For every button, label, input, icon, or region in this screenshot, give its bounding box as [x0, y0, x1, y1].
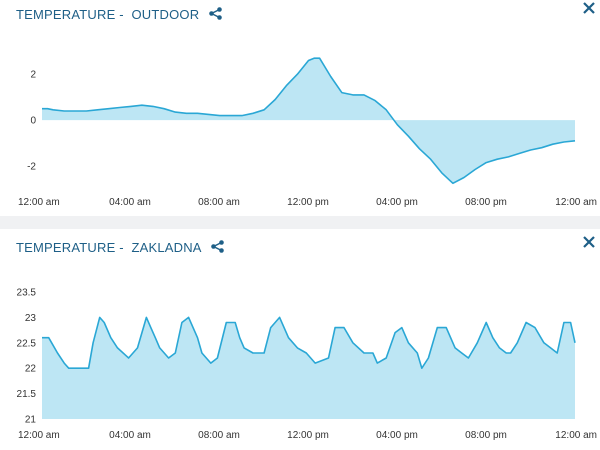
close-icon[interactable]	[582, 235, 596, 249]
panel-title-label: TEMPERATURE -	[16, 7, 124, 22]
share-icon[interactable]	[210, 240, 224, 253]
series-line	[42, 57, 576, 185]
y-tick-label: 0	[30, 116, 36, 127]
panel-title-name: OUTDOOR	[131, 7, 200, 22]
outdoor-temperature-panel: TEMPERATURE - OUTDOOR 2 0 -2 12:00 am 04:00 …	[0, 0, 600, 216]
panel-title-label: TEMPERATURE -	[16, 240, 124, 255]
x-tick-label: 08:00 pm	[465, 197, 507, 208]
panel-title-name: ZAKLADNA	[131, 240, 201, 255]
zakladna-temperature-panel: TEMPERATURE - ZAKLADNA 23.5 23 22.5 22 21.5 2…	[0, 229, 600, 450]
x-tick-label: 12:00 am	[555, 197, 597, 208]
series-area	[42, 317, 575, 419]
x-tick-label: 12:00 pm	[287, 197, 329, 208]
panel-title: TEMPERATURE - OUTDOOR	[16, 7, 222, 22]
x-tick-label: 08:00 am	[198, 197, 240, 208]
x-tick-label: 04:00 am	[109, 430, 151, 441]
x-tick-label: 04:00 pm	[376, 197, 418, 208]
panel-title: TEMPERATURE - ZAKLADNA	[16, 240, 224, 255]
close-icon[interactable]	[582, 1, 596, 15]
x-tick-label: 04:00 am	[109, 197, 151, 208]
series-area	[42, 58, 575, 184]
x-tick-label: 08:00 am	[198, 430, 240, 441]
zakladna-temperature-chart: 23.5 23 22.5 22 21.5 21 12:00 am 04:00 am 08:00 …	[17, 288, 597, 442]
x-tick-label: 12:00 am	[555, 430, 597, 441]
y-tick-label: 21	[25, 415, 37, 426]
y-tick-label: 23.5	[17, 288, 37, 299]
y-tick-label: 2	[30, 70, 36, 81]
series-line	[42, 316, 576, 369]
y-tick-label: 22.5	[17, 338, 37, 349]
x-tick-label: 04:00 pm	[376, 430, 418, 441]
x-tick-label: 12:00 am	[18, 197, 60, 208]
x-tick-label: 08:00 pm	[465, 430, 507, 441]
x-tick-label: 12:00 pm	[287, 430, 329, 441]
x-tick-label: 12:00 am	[18, 430, 60, 441]
y-tick-label: 22	[25, 364, 37, 375]
outdoor-temperature-chart: 2 0 -2 12:00 am 04:00 am 08:00 am 12:00 pm 04:0…	[18, 57, 597, 208]
share-icon[interactable]	[209, 7, 222, 20]
y-tick-label: -2	[27, 162, 36, 173]
y-tick-label: 21.5	[17, 389, 37, 400]
y-tick-label: 23	[25, 313, 37, 324]
